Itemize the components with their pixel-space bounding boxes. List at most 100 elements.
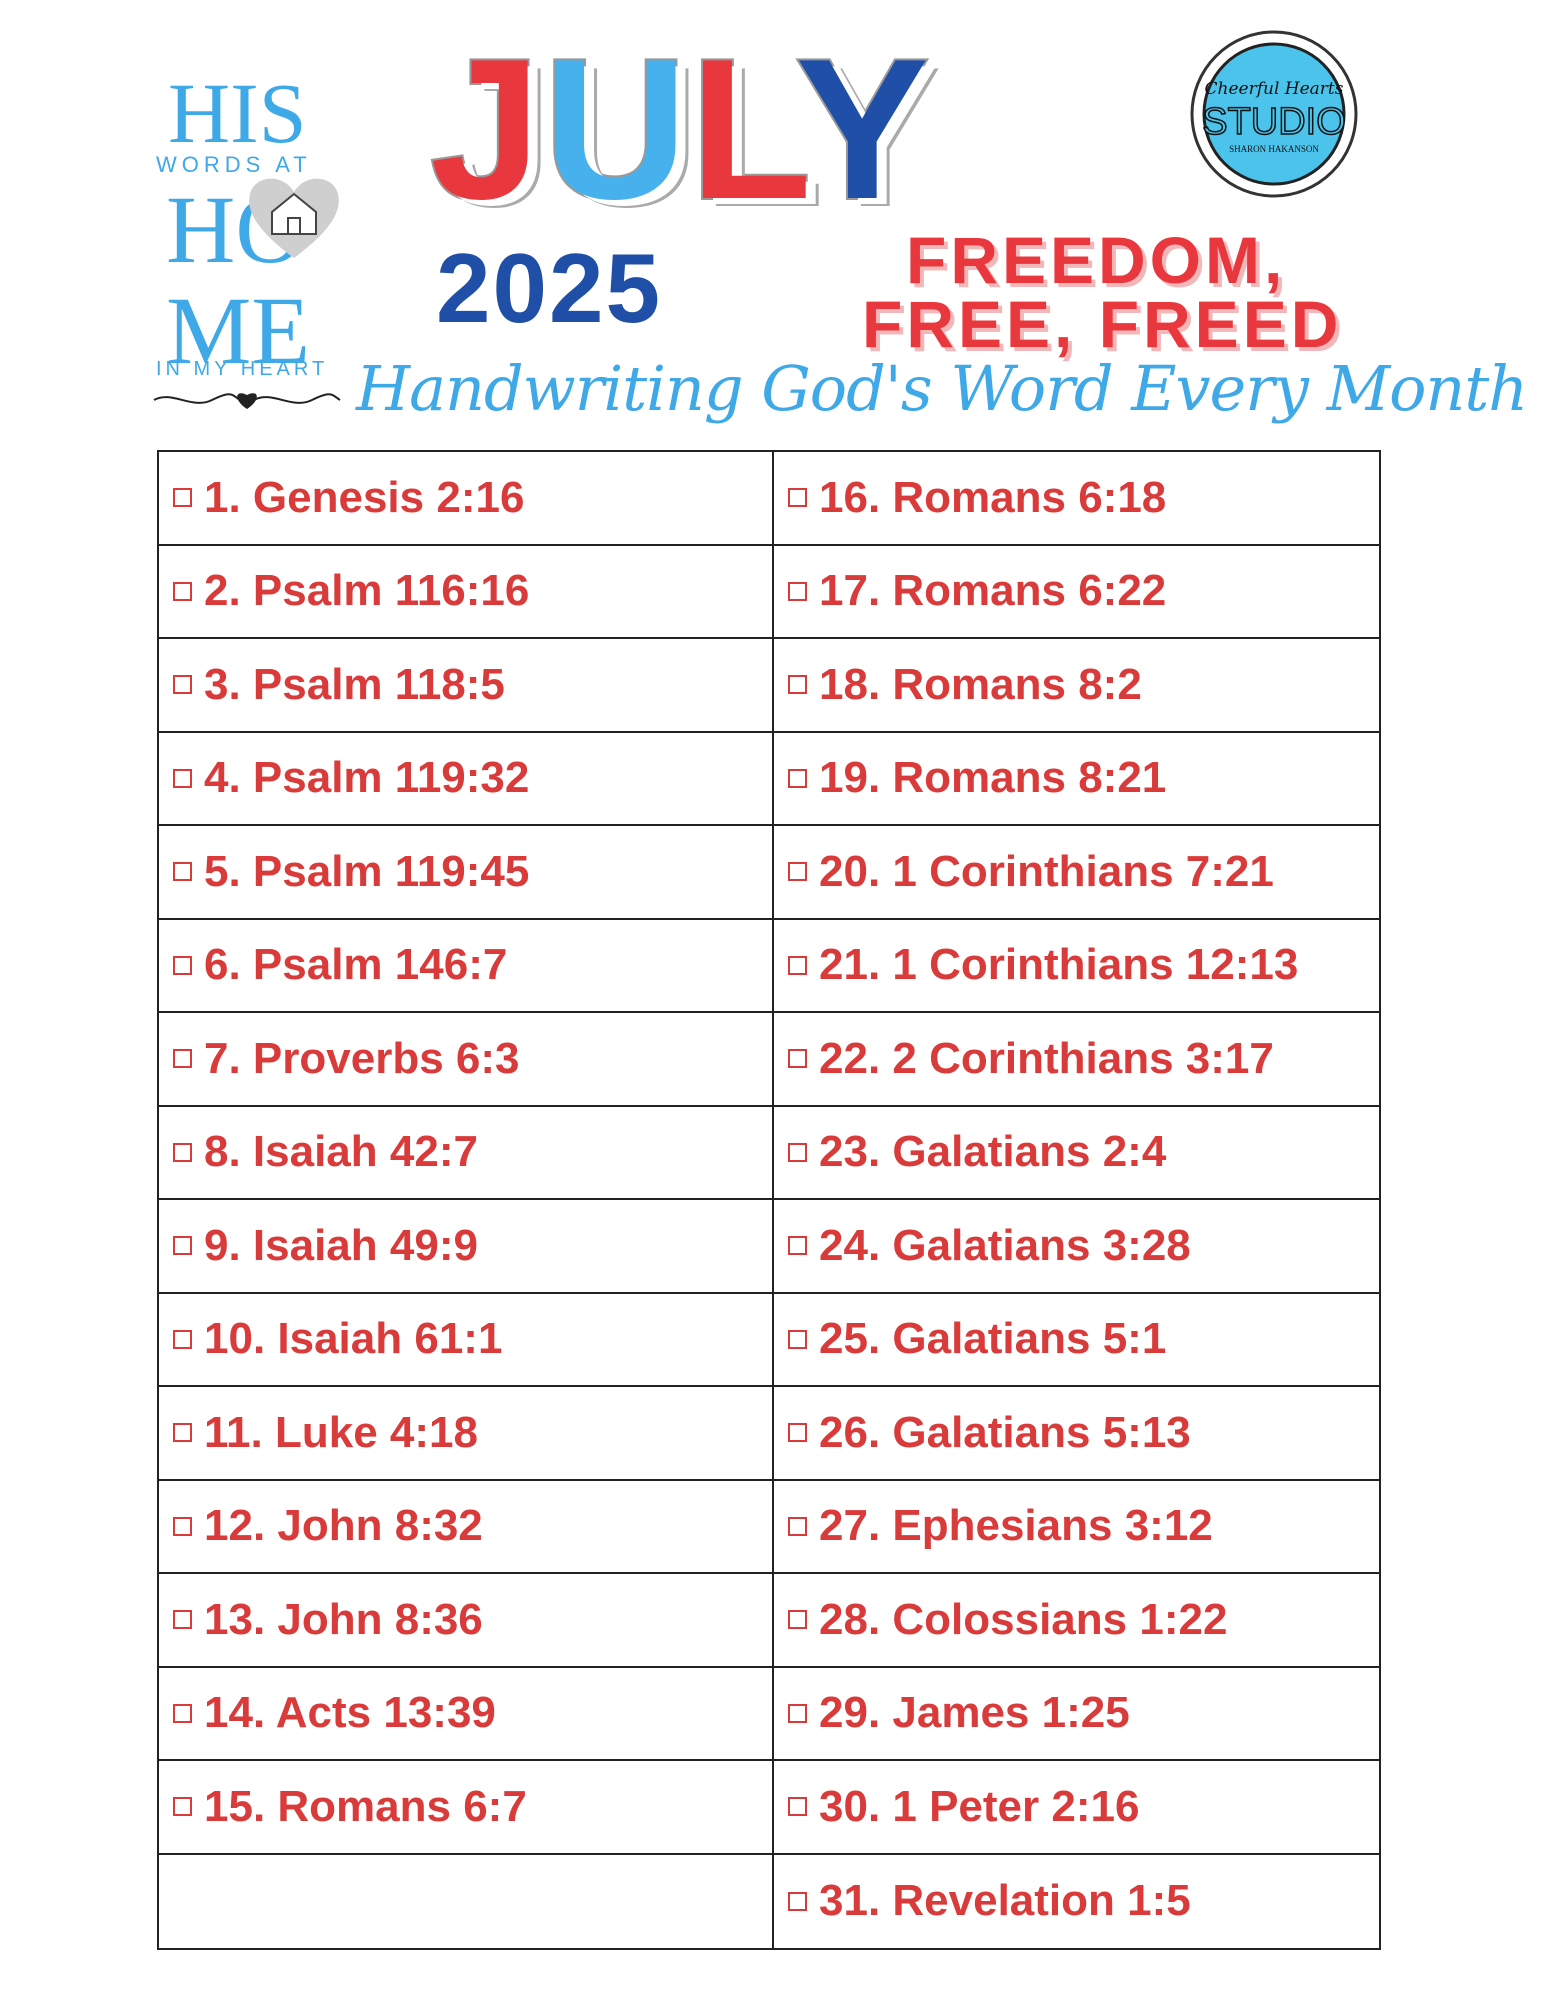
checkbox[interactable] bbox=[173, 1423, 192, 1443]
verse-reference: 21. 1 Corinthians 12:13 bbox=[819, 940, 1299, 990]
heart-house-icon bbox=[249, 178, 339, 258]
verse-reference: 8. Isaiah 42:7 bbox=[204, 1127, 478, 1177]
table-cell: 6. Psalm 146:7 bbox=[159, 919, 774, 1013]
theme: FREE, FREED bbox=[862, 287, 1343, 361]
checkbox[interactable] bbox=[173, 581, 192, 601]
table-cell: 14. Acts 13:39 bbox=[159, 1667, 774, 1761]
table-cell: 7. Proverbs 6:3 bbox=[159, 1013, 774, 1107]
verse-reference: 30. 1 Peter 2:16 bbox=[819, 1781, 1140, 1831]
checkbox[interactable] bbox=[173, 1049, 192, 1069]
verse-reference: 22. 2 Corinthians 3:17 bbox=[819, 1033, 1274, 1083]
checkbox[interactable] bbox=[788, 862, 807, 882]
year: 2025 bbox=[436, 233, 663, 343]
table-cell: 15. Romans 6:7 bbox=[159, 1761, 774, 1855]
verse-reference: 31. Revelation 1:5 bbox=[819, 1876, 1191, 1926]
table-cell: 19. Romans 8:21 bbox=[774, 733, 1379, 826]
checkbox[interactable] bbox=[173, 1142, 192, 1162]
verse-reference: 24. Galatians 3:28 bbox=[819, 1220, 1191, 1270]
verse-reference: 18. Romans 8:2 bbox=[819, 659, 1142, 709]
checkbox[interactable] bbox=[173, 1797, 192, 1817]
table-cell bbox=[159, 1854, 774, 1948]
checkbox[interactable] bbox=[788, 1516, 807, 1536]
checkbox[interactable] bbox=[788, 488, 807, 508]
table-cell: 28. Colossians 1:22 bbox=[774, 1574, 1379, 1668]
logo-text: HIS bbox=[168, 65, 307, 161]
studio-logo: Cheerful Hearts STUDIO SHARON HAKANSON bbox=[1190, 30, 1358, 198]
checkbox[interactable] bbox=[173, 1610, 192, 1630]
checkbox[interactable] bbox=[173, 768, 192, 788]
table-cell: 26. Galatians 5:13 bbox=[774, 1387, 1379, 1481]
checkbox[interactable] bbox=[788, 1703, 807, 1723]
checkbox[interactable] bbox=[173, 862, 192, 882]
table-cell: 23. Galatians 2:4 bbox=[774, 1107, 1379, 1200]
table-cell: 20. 1 Corinthians 7:21 bbox=[774, 826, 1379, 920]
table-cell: 11. Luke 4:18 bbox=[159, 1387, 774, 1481]
verse-reference: 7. Proverbs 6:3 bbox=[204, 1033, 520, 1083]
verse-reference: 6. Psalm 146:7 bbox=[204, 940, 508, 990]
verse-reference: 20. 1 Corinthians 7:21 bbox=[819, 846, 1274, 896]
verse-reference: 23. Galatians 2:4 bbox=[819, 1127, 1167, 1177]
checkbox[interactable] bbox=[173, 955, 192, 975]
verse-reference: 12. John 8:32 bbox=[204, 1501, 483, 1551]
checkbox[interactable] bbox=[788, 675, 807, 695]
checkbox[interactable] bbox=[173, 1516, 192, 1536]
checkbox[interactable] bbox=[788, 1423, 807, 1443]
table-cell: 24. Galatians 3:28 bbox=[774, 1200, 1379, 1294]
checkbox[interactable] bbox=[788, 1142, 807, 1162]
reading-table: 1. Genesis 2:16 16. Romans 6:18 2. Psalm 1… bbox=[157, 450, 1381, 1950]
verse-reference: 17. Romans 6:22 bbox=[819, 566, 1167, 616]
theme: FREEDOM, bbox=[906, 223, 1287, 297]
verse-reference: 2. Psalm 116:16 bbox=[204, 566, 530, 616]
checkbox[interactable] bbox=[788, 768, 807, 788]
table-cell: 29. James 1:25 bbox=[774, 1668, 1379, 1761]
table-cell: 30. 1 Peter 2:16 bbox=[774, 1761, 1379, 1855]
verse-reference: 3. Psalm 118:5 bbox=[204, 659, 505, 709]
table-cell: 13. John 8:36 bbox=[159, 1574, 774, 1668]
table-cell: 31. Revelation 1:5 bbox=[774, 1855, 1379, 1949]
checkbox[interactable] bbox=[788, 955, 807, 975]
table-cell: 1. Genesis 2:16 bbox=[159, 452, 774, 546]
table-cell: 5. Psalm 119:45 bbox=[159, 826, 774, 920]
verse-reference: 1. Genesis 2:16 bbox=[204, 472, 525, 522]
verse-reference: 11. Luke 4:18 bbox=[204, 1407, 478, 1457]
title: JULY bbox=[428, 18, 931, 241]
verse-reference: 28. Colossians 1:22 bbox=[819, 1594, 1228, 1644]
verse-reference: 14. Acts 13:39 bbox=[204, 1688, 496, 1738]
checkbox[interactable] bbox=[173, 488, 192, 508]
checkbox[interactable] bbox=[173, 1703, 192, 1723]
verse-reference: 13. John 8:36 bbox=[204, 1594, 483, 1644]
table-cell: 17. Romans 6:22 bbox=[774, 546, 1379, 639]
checkbox[interactable] bbox=[173, 1236, 192, 1256]
table-cell: 8. Isaiah 42:7 bbox=[159, 1106, 774, 1200]
table-cell: 25. Galatians 5:1 bbox=[774, 1294, 1379, 1387]
checkbox[interactable] bbox=[788, 1610, 807, 1630]
studio-text: STUDIO bbox=[1202, 101, 1346, 143]
verse-reference: 5. Psalm 119:45 bbox=[204, 846, 530, 896]
table-cell: 21. 1 Corinthians 12:13 bbox=[774, 920, 1379, 1013]
logo-text: WORDS AT bbox=[156, 152, 312, 177]
checkbox[interactable] bbox=[788, 1797, 807, 1817]
checkbox[interactable] bbox=[788, 1049, 807, 1069]
table-cell: 3. Psalm 118:5 bbox=[159, 639, 774, 733]
checkbox[interactable] bbox=[788, 1236, 807, 1256]
checkbox[interactable] bbox=[788, 1891, 807, 1911]
checkbox[interactable] bbox=[788, 581, 807, 601]
verse-reference: 25. Galatians 5:1 bbox=[819, 1314, 1167, 1364]
checkbox[interactable] bbox=[173, 1329, 192, 1349]
verse-reference: 15. Romans 6:7 bbox=[204, 1781, 527, 1831]
subtitle: Handwriting God's Word Every Month bbox=[356, 352, 1528, 425]
verse-reference: 29. James 1:25 bbox=[819, 1688, 1130, 1738]
table-cell: 22. 2 Corinthians 3:17 bbox=[774, 1013, 1379, 1107]
table-cell: 10. Isaiah 61:1 bbox=[159, 1293, 774, 1387]
decoration bbox=[153, 393, 341, 409]
checkbox[interactable] bbox=[173, 675, 192, 695]
verse-reference: 10. Isaiah 61:1 bbox=[204, 1314, 503, 1364]
checkbox[interactable] bbox=[788, 1329, 807, 1349]
studio-text: SHARON HAKANSON bbox=[1229, 144, 1319, 154]
verse-reference: 9. Isaiah 49:9 bbox=[204, 1220, 478, 1270]
table-cell: 16. Romans 6:18 bbox=[774, 452, 1379, 546]
verse-reference: 26. Galatians 5:13 bbox=[819, 1407, 1191, 1457]
table-cell: 27. Ephesians 3:12 bbox=[774, 1481, 1379, 1574]
table-cell: 12. John 8:32 bbox=[159, 1480, 774, 1574]
verse-reference: 4. Psalm 119:32 bbox=[204, 753, 530, 803]
